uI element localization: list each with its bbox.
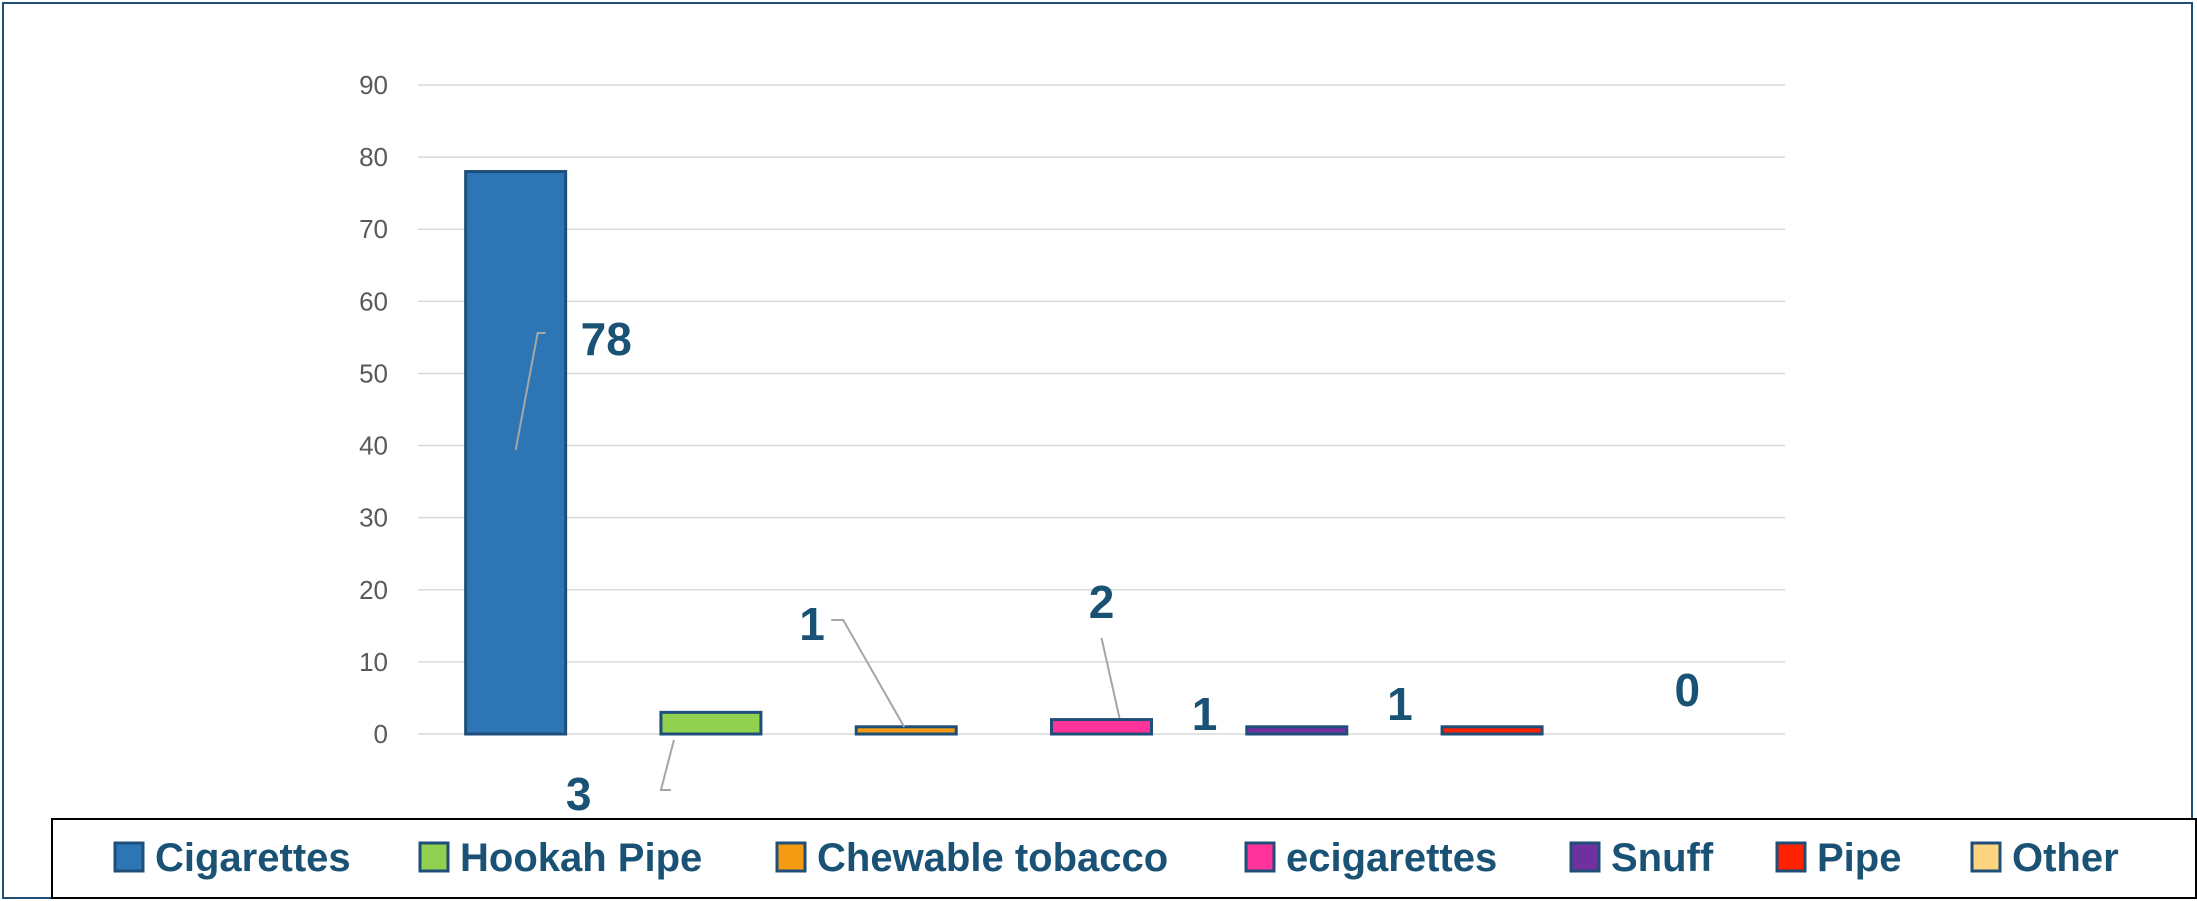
y-tick-label: 30	[359, 503, 388, 533]
data-label: 1	[1192, 688, 1218, 740]
gridlines	[418, 84, 1785, 735]
legend-label: ecigarettes	[1286, 836, 1497, 880]
legend-label: Snuff	[1611, 836, 1714, 880]
legend-swatch	[1775, 841, 1807, 873]
legend-swatch	[775, 841, 807, 873]
legend-label: Hookah Pipe	[460, 836, 702, 880]
leader-lines	[514, 332, 1121, 791]
bar-ecigarettes	[1050, 718, 1153, 736]
bars	[464, 170, 1544, 736]
y-tick-label: 60	[359, 286, 388, 316]
leader-line	[514, 332, 546, 451]
y-tick-label: 90	[359, 70, 388, 100]
leader-line	[831, 619, 906, 728]
legend-swatch	[1970, 841, 2002, 873]
bar-chewable-tobacco	[854, 725, 958, 736]
y-tick-label: 40	[359, 431, 388, 461]
data-label: 2	[1089, 576, 1115, 628]
legend-box	[51, 818, 2197, 899]
y-tick-label: 80	[359, 142, 388, 172]
legend-swatch	[1244, 841, 1276, 873]
legend-label: Cigarettes	[155, 836, 351, 880]
data-label: 0	[1675, 664, 1701, 716]
y-tick-label: 10	[359, 647, 388, 677]
data-label: 1	[1387, 678, 1413, 730]
leader-line	[659, 739, 675, 791]
data-labels: 78 3 1 2 1 1 0	[566, 313, 1700, 820]
y-tick-label: 50	[359, 358, 388, 388]
data-label: 78	[581, 313, 632, 365]
bar-cigarettes	[464, 170, 568, 736]
leader-line	[1100, 637, 1121, 719]
y-axis-tick-labels: 0 10 20 30 40 50 60 70 80 90	[359, 70, 388, 749]
y-tick-label: 0	[374, 719, 388, 749]
data-label: 1	[799, 598, 825, 650]
legend-swatch	[113, 841, 145, 873]
legend: Cigarettes Hookah Pipe Chewable tobacco eci…	[51, 818, 2197, 899]
y-tick-label: 70	[359, 214, 388, 244]
legend-label: Other	[2012, 836, 2119, 880]
data-label: 3	[566, 768, 592, 820]
legend-label: Chewable tobacco	[817, 836, 1168, 880]
legend-swatch	[1569, 841, 1601, 873]
bar-snuff	[1245, 725, 1349, 736]
bar-hookah-pipe	[659, 710, 763, 736]
legend-label: Pipe	[1817, 836, 1901, 880]
bar-pipe	[1440, 725, 1544, 736]
y-tick-label: 20	[359, 575, 388, 605]
legend-swatch	[418, 841, 450, 873]
